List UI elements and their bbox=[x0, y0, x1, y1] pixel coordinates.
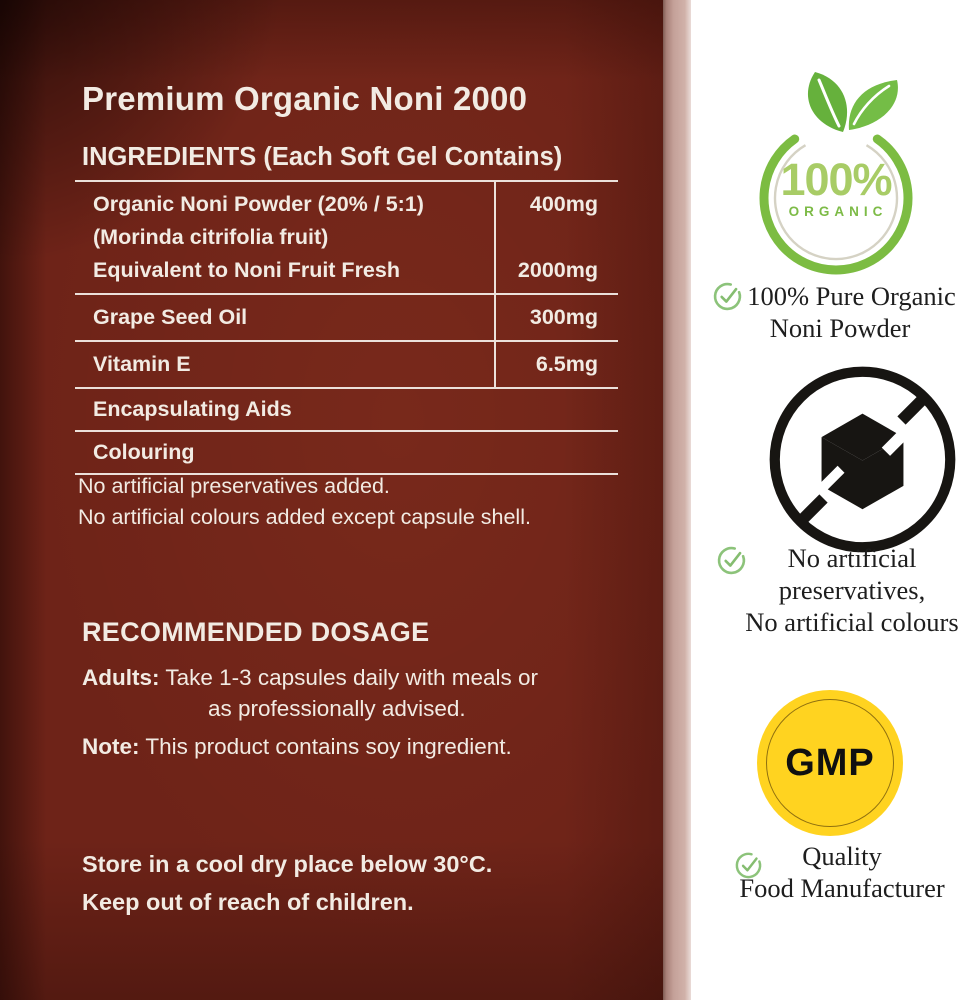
ingredient-amount: 400mg 2000mg bbox=[494, 182, 618, 293]
storage-line: Store in a cool dry place below 30°C. bbox=[82, 851, 493, 877]
claim-no-artificial: No artificial preservatives, No artifici… bbox=[690, 542, 978, 638]
storage-line: Keep out of reach of children. bbox=[82, 889, 414, 915]
gmp-badge: GMP bbox=[757, 690, 903, 836]
claim-quality: Quality Food Manufacturer bbox=[690, 840, 978, 904]
amount-value: 2000mg bbox=[517, 258, 598, 282]
table-row: Organic Noni Powder (20% / 5:1) (Morinda… bbox=[75, 182, 618, 295]
claim-text: Quality bbox=[802, 841, 882, 871]
check-circle-icon bbox=[735, 852, 762, 879]
note-label: Note: bbox=[82, 734, 140, 759]
claim-text: Food Manufacturer bbox=[739, 873, 945, 903]
adults-label: Adults: bbox=[82, 665, 160, 690]
check-circle-icon bbox=[717, 546, 746, 575]
product-title: Premium Organic Noni 2000 bbox=[82, 80, 528, 117]
organic-outer-circle bbox=[759, 134, 913, 275]
table-row: Encapsulating Aids bbox=[75, 389, 618, 432]
ingredient-name-line: Equivalent to Noni Fruit Fresh bbox=[93, 258, 400, 282]
organic-inner-circle bbox=[773, 144, 899, 261]
gmp-inner-ring bbox=[766, 699, 894, 827]
adults-text: Take 1-3 capsules daily with meals or bbox=[165, 665, 539, 690]
ingredient-name: Colouring bbox=[93, 440, 195, 464]
organic-100-badge-icon: 100% ORGANIC bbox=[759, 72, 913, 275]
table-row: Colouring bbox=[75, 432, 618, 475]
dosage-adults-line: Adults: Take 1-3 capsules daily with mea… bbox=[82, 662, 538, 694]
dosage-heading: RECOMMENDED DOSAGE bbox=[82, 617, 430, 647]
claim-text: 100% Pure Organic bbox=[747, 281, 956, 311]
prohibition-circle bbox=[769, 366, 956, 553]
note-line: No artificial preservatives added. bbox=[78, 474, 390, 498]
ingredient-amount: 6.5mg bbox=[494, 342, 618, 387]
claim-text: Noni Powder bbox=[769, 313, 911, 343]
organic-percent: 100% bbox=[780, 154, 891, 205]
note-line: No artificial colours added except capsu… bbox=[78, 505, 531, 529]
amount-value: 400mg bbox=[529, 192, 598, 216]
cube-shape bbox=[821, 413, 904, 510]
ingredient-name: Organic Noni Powder (20% / 5:1) (Morinda… bbox=[75, 182, 494, 293]
ingredient-name: Vitamin E bbox=[93, 352, 191, 376]
organic-leaves-icon bbox=[807, 72, 898, 132]
ingredient-amount: 300mg bbox=[494, 295, 618, 340]
ingredient-name-line: (Morinda citrifolia fruit) bbox=[93, 225, 329, 249]
label-edge-strip bbox=[663, 0, 691, 1000]
table-row: Vitamin E 6.5mg bbox=[75, 342, 618, 389]
check-circle-icon bbox=[713, 282, 742, 311]
table-row: Grape Seed Oil 300mg bbox=[75, 295, 618, 342]
ingredients-heading: INGREDIENTS (Each Soft Gel Contains) bbox=[82, 143, 563, 171]
note-text: This product contains soy ingredient. bbox=[145, 734, 512, 759]
ingredient-name: Encapsulating Aids bbox=[93, 397, 292, 421]
organic-word: ORGANIC bbox=[789, 204, 888, 219]
claim-pure-organic: 100% Pure Organic Noni Powder bbox=[690, 280, 978, 344]
dosage-adults-continuation: as professionally advised. bbox=[208, 696, 466, 721]
storage-instructions: Store in a cool dry place below 30°C. Ke… bbox=[82, 845, 492, 921]
claim-text: No artificial bbox=[787, 543, 917, 573]
claim-text: preservatives, bbox=[778, 575, 926, 605]
claim-line: 100% Pure Organic bbox=[690, 280, 978, 312]
no-preservatives-cube-icon bbox=[769, 366, 956, 553]
ingredient-name-line: Organic Noni Powder (20% / 5:1) bbox=[93, 192, 424, 216]
dosage-note-line: Note: This product contains soy ingredie… bbox=[82, 734, 512, 760]
ingredients-table: Organic Noni Powder (20% / 5:1) (Morinda… bbox=[75, 180, 618, 475]
ingredient-name: Grape Seed Oil bbox=[93, 305, 248, 329]
label-panel: Premium Organic Noni 2000 INGREDIENTS (E… bbox=[0, 0, 663, 1000]
claim-text: No artificial colours bbox=[745, 607, 959, 637]
gmp-label: GMP bbox=[785, 741, 875, 784]
label-notes: No artificial preservatives added. No ar… bbox=[78, 471, 531, 533]
